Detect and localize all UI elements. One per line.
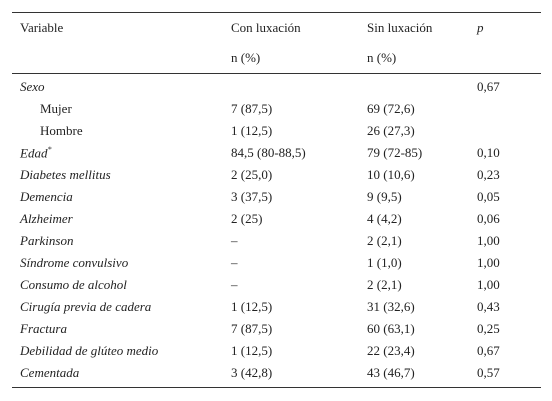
cell: 31 (32,6) <box>367 299 415 314</box>
header-cell: n (%) <box>359 43 469 74</box>
cell: 0,57 <box>469 362 541 388</box>
cell: 1,00 <box>477 277 500 292</box>
header-row: n (%) n (%) <box>12 43 541 74</box>
data-table: Variable Con luxación Sin luxación p n (… <box>12 12 541 388</box>
row-label: Debilidad de glúteo medio <box>20 343 159 358</box>
row-label: Alzheimer <box>20 211 73 226</box>
row-label: Fractura <box>20 321 67 336</box>
cell: 1 (12,5) <box>231 343 273 358</box>
row-label: Síndrome convulsivo <box>20 255 129 270</box>
cell: 0,05 <box>477 189 500 204</box>
cell: – <box>231 233 238 248</box>
row-label: Cementada <box>12 362 223 388</box>
row: Sexo 0,67 <box>12 74 541 99</box>
row-label-cell: Edad* <box>12 142 223 164</box>
row: Fractura 7 (87,5) 60 (63,1) 0,25 <box>12 318 541 340</box>
cell: 69 (72,6) <box>367 101 415 116</box>
cell: 0,67 <box>477 79 500 94</box>
row: Parkinson – 2 (2,1) 1,00 <box>12 230 541 252</box>
row: Mujer 7 (87,5) 69 (72,6) <box>12 98 541 120</box>
cell: 4 (4,2) <box>367 211 402 226</box>
cell: – <box>231 255 238 270</box>
row: Síndrome convulsivo – 1 (1,0) 1,00 <box>12 252 541 274</box>
cell: 3 (42,8) <box>223 362 359 388</box>
row-label: Parkinson <box>20 233 74 248</box>
cell: 1 (12,5) <box>231 123 273 138</box>
cell: 10 (10,6) <box>367 167 415 182</box>
row: Diabetes mellitus 2 (25,0) 10 (10,6) 0,23 <box>12 164 541 186</box>
cell: 43 (46,7) <box>359 362 469 388</box>
row-label: Cirugía previa de cadera <box>20 299 152 314</box>
header-cell: Con luxación <box>223 12 359 43</box>
cell: 1 (12,5) <box>231 299 273 314</box>
row: Hombre 1 (12,5) 26 (27,3) <box>12 120 541 142</box>
cell: 2 (2,1) <box>367 277 402 292</box>
cell: 79 (72-85) <box>367 145 423 160</box>
cell: 2 (25,0) <box>231 167 273 182</box>
cell: 22 (23,4) <box>367 343 415 358</box>
cell: 0,10 <box>477 145 500 160</box>
header-row: Variable Con luxación Sin luxación p <box>12 12 541 43</box>
cell: 7 (87,5) <box>231 101 273 116</box>
row-label: Hombre <box>40 123 83 138</box>
cell: 2 (25) <box>231 211 263 226</box>
header-cell: Sin luxación <box>359 12 469 43</box>
cell: 0,43 <box>477 299 500 314</box>
cell: 1 (1,0) <box>367 255 402 270</box>
cell: 0,06 <box>477 211 500 226</box>
row: Consumo de alcohol – 2 (2,1) 1,00 <box>12 274 541 296</box>
row: Debilidad de glúteo medio 1 (12,5) 22 (23,… <box>12 340 541 362</box>
cell: 9 (9,5) <box>367 189 402 204</box>
row-label: Sexo <box>20 79 45 94</box>
cell: 0,67 <box>477 343 500 358</box>
cell: 1,00 <box>477 255 500 270</box>
row: Edad* 84,5 (80-88,5) 79 (72-85) 0,10 <box>12 142 541 164</box>
footnote-mark: * <box>47 144 52 154</box>
header-cell: p <box>469 12 541 43</box>
table-body: Sexo 0,67 Mujer 7 (87,5) 69 (72,6) Hombre 1 … <box>12 74 541 388</box>
row-label: Demencia <box>20 189 73 204</box>
row: Cementada 3 (42,8) 43 (46,7) 0,57 <box>12 362 541 388</box>
cell: 3 (37,5) <box>231 189 273 204</box>
cell: 84,5 (80-88,5) <box>231 145 306 160</box>
row-label: Consumo de alcohol <box>20 277 127 292</box>
cell: – <box>231 277 238 292</box>
row-label: Edad <box>20 145 48 161</box>
cell: 2 (2,1) <box>367 233 402 248</box>
row: Demencia 3 (37,5) 9 (9,5) 0,05 <box>12 186 541 208</box>
cell: 0,25 <box>477 321 500 336</box>
cell: 26 (27,3) <box>367 123 415 138</box>
cell: 7 (87,5) <box>231 321 273 336</box>
row: Alzheimer 2 (25) 4 (4,2) 0,06 <box>12 208 541 230</box>
cell: 1,00 <box>477 233 500 248</box>
row-label: Mujer <box>40 101 72 116</box>
cell: 0,23 <box>477 167 500 182</box>
cell: 60 (63,1) <box>367 321 415 336</box>
header-cell: n (%) <box>223 43 359 74</box>
row: Cirugía previa de cadera 1 (12,5) 31 (32,6… <box>12 296 541 318</box>
header-cell: Variable <box>12 12 223 43</box>
row-label: Diabetes mellitus <box>20 167 111 182</box>
